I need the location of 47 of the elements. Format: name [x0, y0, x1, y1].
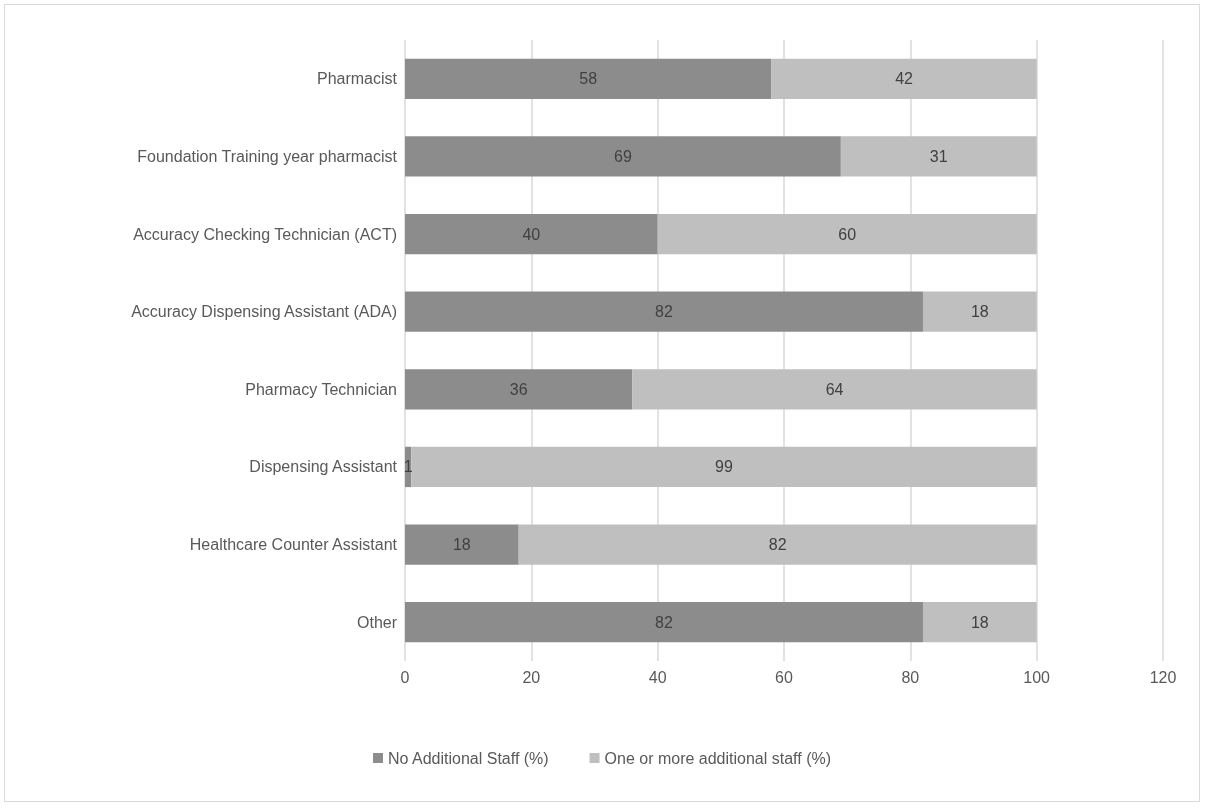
y-tick-label: Healthcare Counter Assistant — [189, 536, 398, 554]
bar — [922, 602, 1037, 643]
data-label: 42 — [895, 70, 914, 88]
bar — [405, 369, 633, 410]
bar — [657, 213, 1037, 255]
data-label: 31 — [929, 147, 948, 165]
x-tick-label: 0 — [400, 668, 410, 686]
x-tick-label: 20 — [522, 668, 541, 686]
data-label: 60 — [838, 225, 857, 243]
bar — [405, 524, 519, 565]
data-label: 18 — [970, 613, 989, 631]
data-label: 82 — [655, 613, 673, 631]
bar — [405, 213, 658, 255]
y-tick-label: Foundation Training year pharmacist — [137, 147, 398, 165]
bar — [405, 291, 923, 332]
bar — [405, 602, 923, 643]
data-label: 82 — [655, 303, 673, 321]
data-label: 64 — [825, 380, 844, 398]
x-tick-label: 100 — [1023, 668, 1051, 686]
y-tick-label: Pharmacist — [316, 70, 398, 88]
data-label: 40 — [522, 225, 541, 243]
bar — [405, 136, 841, 177]
data-label: 82 — [768, 536, 787, 554]
bar — [411, 446, 1037, 488]
data-label: 58 — [579, 70, 598, 88]
bar — [840, 136, 1037, 177]
data-label: 18 — [452, 536, 471, 554]
data-label: 36 — [509, 380, 528, 398]
data-label: 69 — [614, 147, 632, 165]
data-label: 18 — [970, 303, 989, 321]
y-tick-label: Accuracy Dispensing Assistant (ADA) — [131, 303, 397, 321]
legend-label: No Additional Staff (%) — [387, 749, 549, 767]
bar — [518, 524, 1037, 565]
x-tick-label: 40 — [648, 668, 667, 686]
bar — [771, 58, 1037, 99]
y-tick-label: Accuracy Checking Technician (ACT) — [133, 225, 397, 243]
y-tick-label: Pharmacy Technician — [245, 380, 397, 398]
data-label: 99 — [715, 458, 733, 476]
legend-label: One or more additional staff (%) — [604, 749, 832, 767]
bar — [405, 58, 772, 99]
x-tick-label: 80 — [901, 668, 920, 686]
bar — [632, 369, 1037, 410]
y-tick-label: Other — [356, 613, 398, 631]
y-tick-label: Dispensing Assistant — [249, 458, 398, 476]
x-tick-label: 60 — [775, 668, 793, 686]
x-tick-label: 120 — [1149, 668, 1177, 686]
bar — [922, 291, 1037, 332]
